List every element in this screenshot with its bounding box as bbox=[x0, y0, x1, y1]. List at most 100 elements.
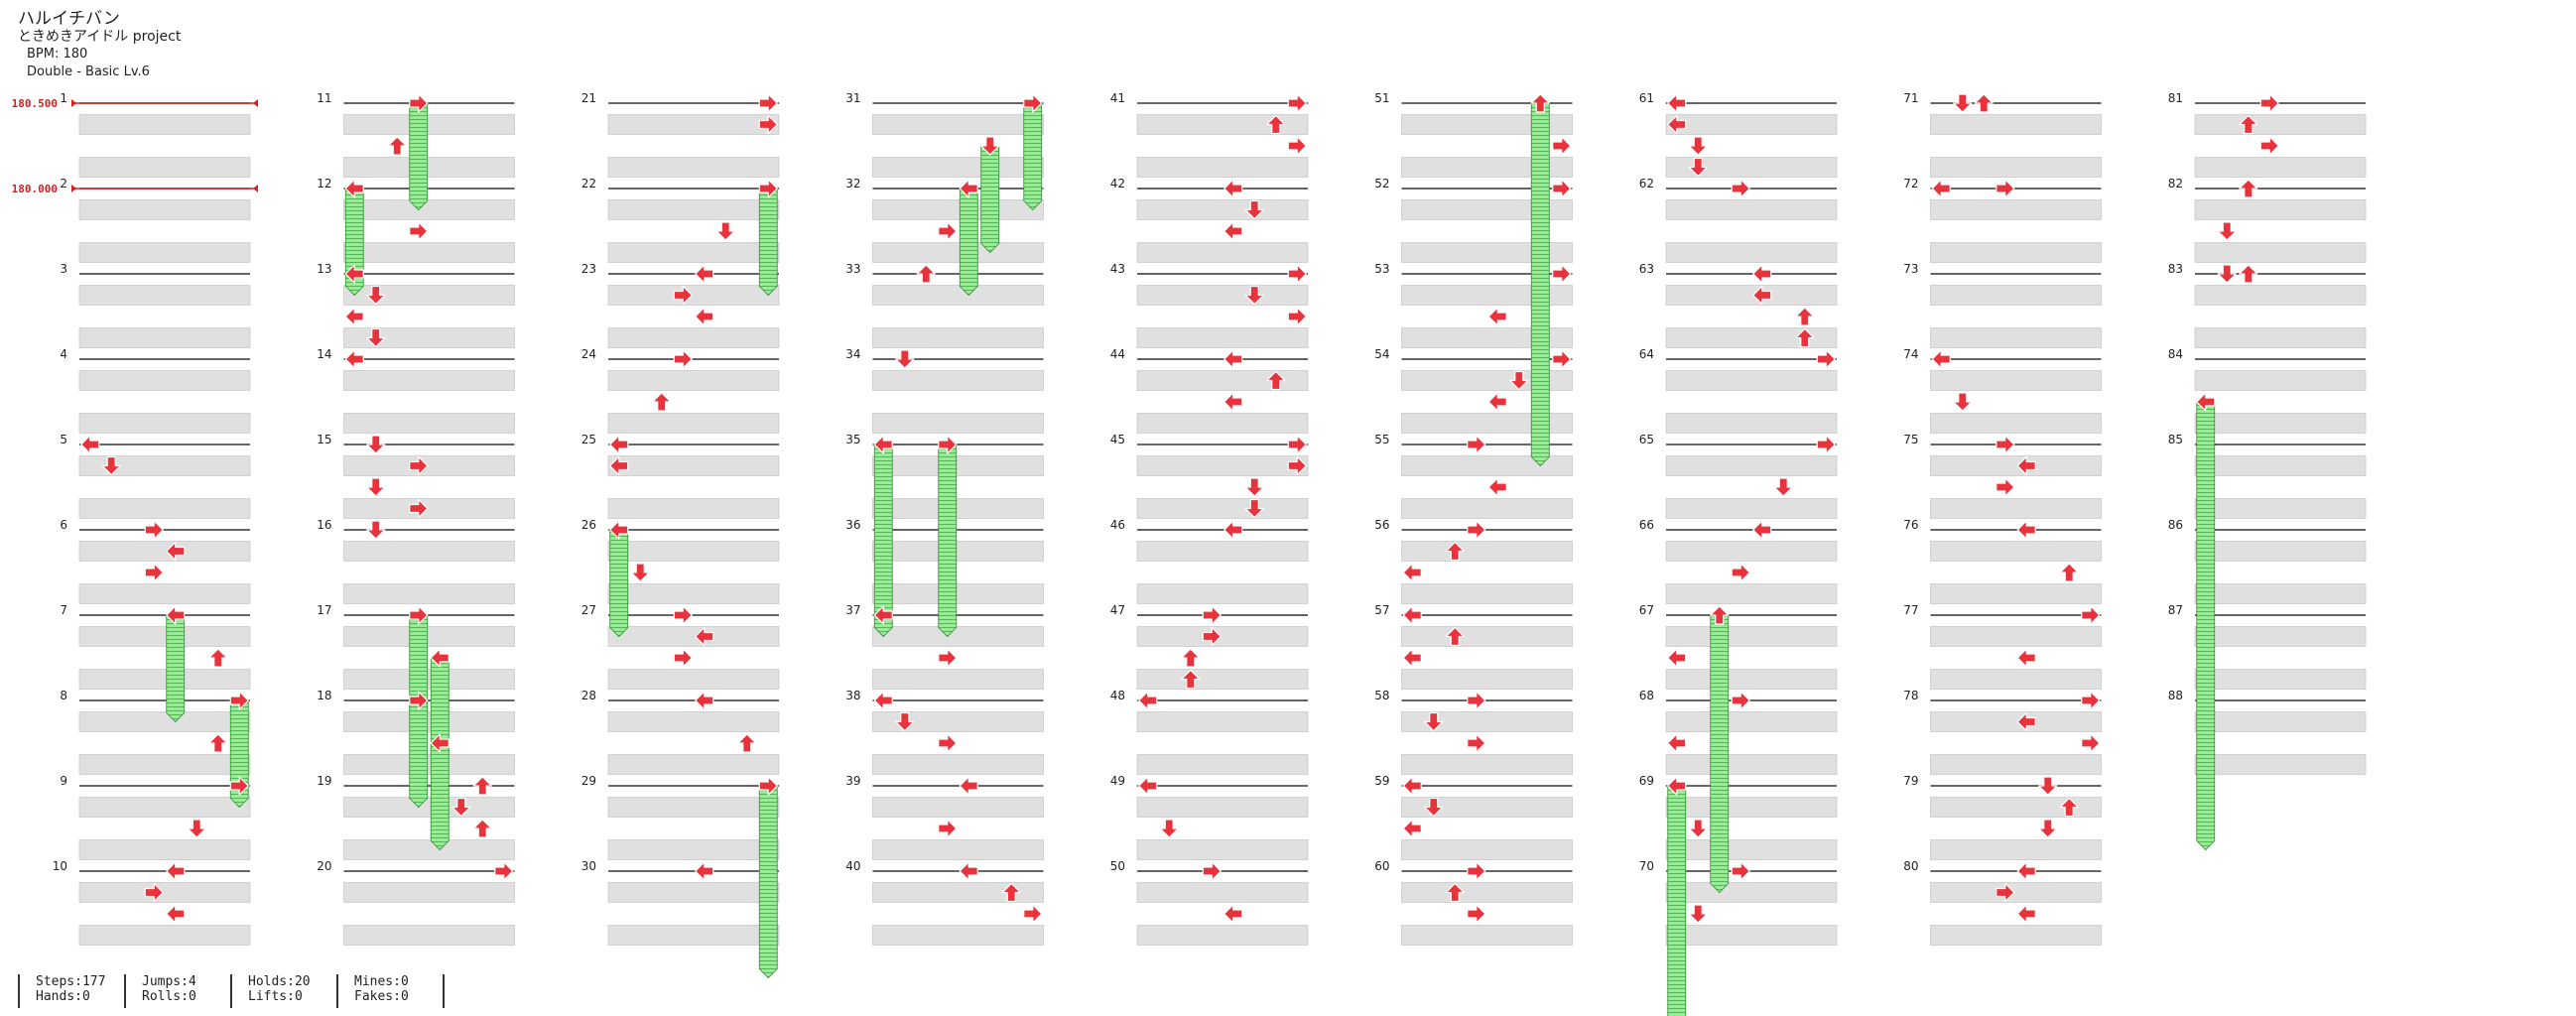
beat-row-shade bbox=[78, 626, 251, 647]
arrow-left-icon bbox=[1224, 904, 1243, 924]
beat-row-shade bbox=[343, 455, 515, 476]
beat-row-shade bbox=[1401, 754, 1573, 775]
beat-row-shade bbox=[1136, 199, 1309, 220]
arrow-left-icon bbox=[166, 541, 186, 562]
arrow-left-icon bbox=[2016, 520, 2036, 540]
measure-number: 29 bbox=[581, 774, 596, 788]
measure-number: 6 bbox=[60, 518, 67, 532]
arrow-right-icon bbox=[1287, 307, 1307, 326]
arrow-right-icon bbox=[1202, 605, 1222, 625]
measure-number: 88 bbox=[2168, 689, 2183, 702]
beat-row-shade bbox=[78, 327, 251, 348]
beat-row-shade bbox=[343, 242, 515, 263]
beat-row-shade bbox=[607, 157, 780, 178]
beat-row-shade bbox=[2194, 157, 2367, 178]
arrow-down-icon bbox=[895, 349, 915, 369]
measure-number: 15 bbox=[317, 433, 331, 446]
measure-number: 13 bbox=[317, 262, 331, 276]
hold-note-body bbox=[1023, 102, 1043, 211]
beat-row-shade bbox=[78, 797, 251, 818]
beat-row-shade bbox=[872, 882, 1044, 903]
beat-row-shade bbox=[2194, 285, 2367, 306]
bpm-change-marker: 180.000 bbox=[12, 183, 258, 195]
measure-number: 71 bbox=[1903, 91, 1918, 105]
arrow-left-icon bbox=[695, 264, 714, 284]
beat-row-shade bbox=[78, 669, 251, 690]
arrow-right-icon bbox=[1202, 861, 1222, 881]
arrow-down-icon bbox=[1424, 711, 1444, 732]
beat-row-shade bbox=[343, 370, 515, 391]
arrow-left-icon bbox=[873, 605, 893, 625]
arrow-up-icon bbox=[1445, 541, 1465, 562]
measure-number: 10 bbox=[53, 859, 67, 873]
beat-row-shade bbox=[1401, 455, 1573, 476]
arrow-right-icon bbox=[938, 221, 958, 241]
arrow-left-icon bbox=[166, 861, 186, 881]
measure-number: 1 bbox=[60, 91, 67, 105]
beat-row-shade bbox=[78, 882, 251, 903]
arrow-right-icon bbox=[758, 179, 778, 198]
arrow-down-icon bbox=[1953, 392, 1973, 412]
arrow-down-icon bbox=[1159, 819, 1179, 838]
measure-number: 20 bbox=[317, 859, 331, 873]
hold-note-body bbox=[430, 742, 450, 851]
arrow-right-icon bbox=[2081, 605, 2101, 625]
beat-row-shade bbox=[343, 413, 515, 434]
measure-number: 68 bbox=[1639, 689, 1654, 702]
measure-number: 45 bbox=[1110, 433, 1125, 446]
beat-row-shade bbox=[872, 498, 1044, 519]
beat-row-shade bbox=[343, 925, 515, 946]
arrow-down-icon bbox=[1244, 477, 1264, 497]
arrow-right-icon bbox=[758, 93, 778, 113]
measure-number: 16 bbox=[317, 518, 331, 532]
beat-row-shade bbox=[1930, 711, 2102, 732]
stat-value: Holds:20 bbox=[248, 974, 311, 989]
measure-number: 75 bbox=[1903, 433, 1918, 446]
arrow-left-icon bbox=[1667, 648, 1687, 668]
arrow-left-icon bbox=[695, 626, 714, 647]
arrow-right-icon bbox=[494, 861, 514, 881]
stat-value: Jumps:4 bbox=[142, 974, 196, 989]
arrow-left-icon bbox=[695, 691, 714, 710]
measure-number: 51 bbox=[1374, 91, 1389, 105]
beat-row-shade bbox=[1930, 925, 2102, 946]
arrow-down-icon bbox=[980, 136, 1000, 156]
arrow-right-icon bbox=[1552, 136, 1572, 156]
beat-row-shade bbox=[607, 114, 780, 135]
beat-row-shade bbox=[1930, 413, 2102, 434]
arrow-right-icon bbox=[1023, 93, 1043, 113]
arrow-left-icon bbox=[1224, 179, 1243, 198]
beat-row-shade bbox=[872, 285, 1044, 306]
arrow-right-icon bbox=[1996, 477, 2015, 497]
beat-row-shade bbox=[1665, 285, 1838, 306]
measure-number: 80 bbox=[1903, 859, 1918, 873]
measure-number: 65 bbox=[1639, 433, 1654, 446]
arrow-up-icon bbox=[1530, 93, 1550, 113]
beat-row-shade bbox=[872, 541, 1044, 562]
hold-note-body bbox=[609, 529, 629, 638]
arrow-right-icon bbox=[673, 349, 693, 369]
arrow-right-icon bbox=[1731, 563, 1750, 582]
arrow-up-icon bbox=[1445, 882, 1465, 903]
arrow-right-icon bbox=[1287, 455, 1307, 476]
beat-row-shade bbox=[343, 839, 515, 860]
measure-number: 85 bbox=[2168, 433, 2183, 446]
arrow-left-icon bbox=[609, 520, 629, 540]
stat-cell: Steps:177 Hands:0 bbox=[18, 974, 105, 1008]
arrow-left-icon bbox=[1752, 285, 1772, 306]
measure-number: 81 bbox=[2168, 91, 2183, 105]
arrow-left-icon bbox=[430, 648, 450, 668]
arrow-right-icon bbox=[1467, 904, 1486, 924]
beat-row-shade bbox=[343, 754, 515, 775]
arrow-left-icon bbox=[695, 861, 714, 881]
beat-row-shade bbox=[1136, 498, 1309, 519]
beat-row-shade bbox=[343, 327, 515, 348]
arrow-up-icon bbox=[208, 733, 228, 753]
measure-number: 76 bbox=[1903, 518, 1918, 532]
beat-row-shade bbox=[343, 114, 515, 135]
arrow-right-icon bbox=[673, 605, 693, 625]
beat-row-shade bbox=[1930, 199, 2102, 220]
arrow-left-icon bbox=[1224, 349, 1243, 369]
arrow-left-icon bbox=[1667, 114, 1687, 135]
